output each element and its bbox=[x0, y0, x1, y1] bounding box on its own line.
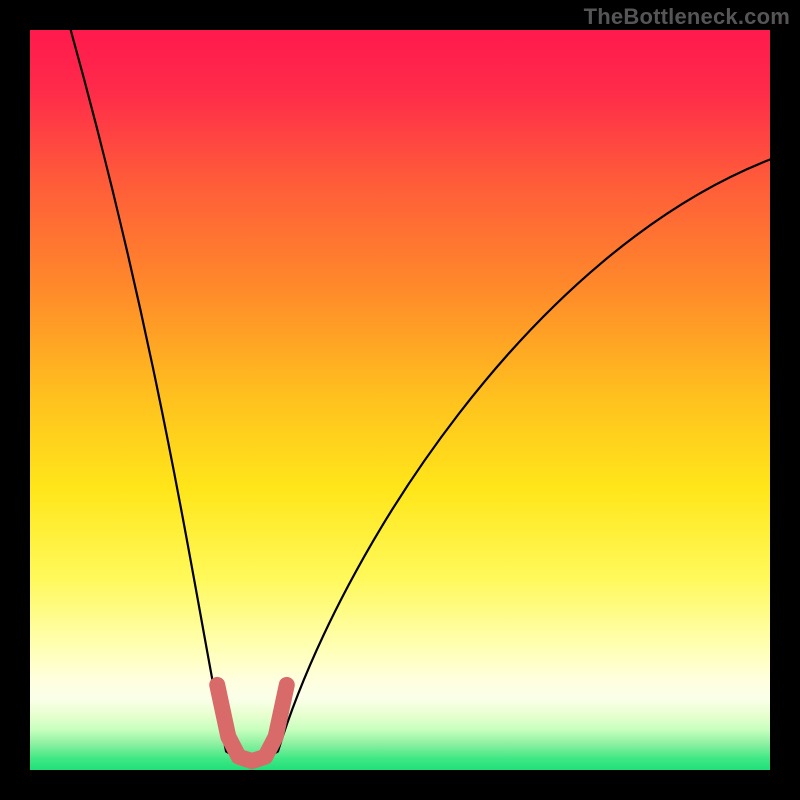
watermark-text: TheBottleneck.com bbox=[584, 4, 790, 30]
chart-container: TheBottleneck.com bbox=[0, 0, 800, 800]
gradient-plot-background bbox=[30, 30, 770, 770]
bottleneck-curve-chart bbox=[0, 0, 800, 800]
